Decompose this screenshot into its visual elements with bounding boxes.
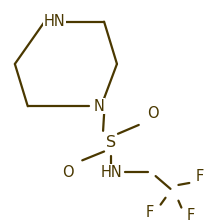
- Text: S: S: [105, 135, 115, 150]
- Text: F: F: [195, 169, 203, 184]
- Text: HN: HN: [43, 14, 65, 29]
- Text: HN: HN: [100, 165, 121, 180]
- Text: F: F: [145, 205, 153, 220]
- Text: O: O: [62, 165, 74, 180]
- Text: N: N: [93, 99, 104, 114]
- Text: O: O: [146, 106, 158, 121]
- Text: F: F: [185, 208, 193, 223]
